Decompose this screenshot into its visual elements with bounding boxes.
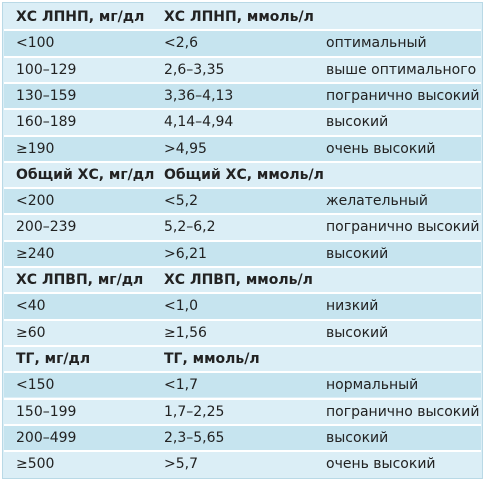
row-separator — [4, 160, 481, 163]
row-separator — [4, 108, 481, 111]
table-row: 100–129 2,6–3,35 выше оптимального — [4, 58, 481, 82]
row-separator — [4, 292, 481, 295]
ldl-header-row: ХС ЛПНП, мг/дл ХС ЛПНП, ммоль/л — [4, 5, 481, 30]
row-separator — [4, 213, 481, 216]
row-separator — [4, 423, 481, 426]
mmol-value: 2,6–3,35 — [164, 61, 225, 78]
row-separator — [4, 344, 481, 347]
row-separator — [4, 81, 481, 84]
category-label: оптимальный — [326, 35, 427, 52]
category-label: выше оптимального — [326, 61, 477, 78]
hdl-mgdl-header: ХС ЛПВП, мг/дл — [16, 272, 144, 288]
category-label: высокий — [326, 324, 389, 341]
mmol-value: >4,95 — [164, 140, 207, 157]
tg-mgdl-header: ТГ, мг/дл — [16, 350, 91, 367]
mmol-value: 3,36–4,13 — [164, 87, 234, 104]
table-row: ≥240 >6,21 высокий — [4, 241, 481, 266]
mmol-value: 5,2–6,2 — [164, 219, 216, 236]
category-label: низкий — [326, 298, 379, 315]
row-separator — [4, 397, 481, 400]
table-row: 200–499 2,3–5,65 высокий — [4, 425, 481, 451]
mgdl-value: 150–199 — [16, 403, 77, 420]
row-separator — [4, 55, 481, 58]
mgdl-value: <100 — [16, 35, 55, 52]
mgdl-value: 200–499 — [16, 429, 77, 446]
mmol-value: 1,7–2,25 — [164, 403, 225, 420]
row-separator — [4, 266, 481, 268]
mmol-value: ≥1,56 — [164, 324, 207, 341]
table-row: <100 <2,6 оптимальный — [4, 31, 481, 56]
category-label: высокий — [326, 429, 389, 446]
table-row: 130–159 3,36–4,13 погранично высокий — [4, 83, 481, 109]
table-row: <150 <1,7 нормальный — [4, 373, 481, 398]
total-mgdl-header: Общий ХС, мг/дл — [16, 166, 155, 183]
ldl-mgdl-header: ХС ЛПНП, мг/дл — [16, 9, 145, 25]
table-row: <200 <5,2 желательный — [4, 189, 481, 214]
hdl-mmol-header: ХС ЛПВП, ммоль/л — [164, 272, 313, 288]
row-separator — [4, 29, 481, 32]
category-label: желательный — [326, 193, 429, 210]
mmol-value: >5,7 — [164, 456, 198, 473]
row-separator — [4, 450, 481, 453]
mgdl-value: 160–189 — [16, 114, 77, 131]
category-label: нормальный — [326, 377, 419, 394]
total-chol-header-row: Общий ХС, мг/дл Общий ХС, ммоль/л — [4, 162, 481, 188]
row-separator — [4, 371, 481, 374]
table-row: ≥60 ≥1,56 высокий — [4, 321, 481, 345]
table-row: 200–239 5,2–6,2 погранично высокий — [4, 215, 481, 239]
category-label: погранично высокий — [326, 87, 480, 104]
mgdl-value: ≥190 — [16, 140, 55, 157]
mgdl-value: 200–239 — [16, 219, 77, 236]
mgdl-value: <40 — [16, 298, 46, 315]
table-row: <40 <1,0 низкий — [4, 294, 481, 319]
mmol-value: <1,7 — [164, 377, 198, 394]
table-row: 160–189 4,14–4,94 высокий — [4, 110, 481, 134]
row-separator — [4, 318, 481, 321]
mgdl-value: 130–159 — [16, 87, 77, 104]
hdl-header-row: ХС ЛПВП, мг/дл ХС ЛПВП, ммоль/л — [4, 268, 481, 293]
row-separator — [4, 187, 481, 190]
category-label: очень высокий — [326, 456, 436, 473]
category-label: высокий — [326, 114, 389, 131]
table-row: ≥500 >5,7 очень высокий — [4, 452, 481, 476]
category-label: погранично высокий — [326, 403, 480, 420]
category-label: очень высокий — [326, 140, 436, 157]
mgdl-value: <200 — [16, 193, 55, 210]
mgdl-value: ≥500 — [16, 456, 55, 473]
mmol-value: <5,2 — [164, 193, 198, 210]
table-row: 150–199 1,7–2,25 погранично высокий — [4, 400, 481, 424]
mmol-value: 2,3–5,65 — [164, 429, 225, 446]
mmol-value: 4,14–4,94 — [164, 114, 234, 131]
mgdl-value: ≥240 — [16, 245, 55, 262]
ldl-mmol-header: ХС ЛПНП, ммоль/л — [164, 9, 314, 25]
category-label: высокий — [326, 245, 389, 262]
category-label: погранично высокий — [326, 219, 480, 236]
mgdl-value: <150 — [16, 377, 55, 394]
row-separator — [4, 134, 481, 137]
mmol-value: <1,0 — [164, 298, 198, 315]
table-row: ≥190 >4,95 очень высокий — [4, 136, 481, 161]
row-separator — [4, 239, 481, 242]
tg-header-row: ТГ, мг/дл ТГ, ммоль/л — [4, 346, 481, 372]
lipid-reference-table: ХС ЛПНП, мг/дл ХС ЛПНП, ммоль/л <100 <2,… — [2, 2, 483, 479]
mgdl-value: ≥60 — [16, 324, 46, 341]
total-mmol-header: Общий ХС, ммоль/л — [164, 166, 324, 183]
mmol-value: <2,6 — [164, 35, 198, 52]
mmol-value: >6,21 — [164, 245, 207, 262]
tg-mmol-header: ТГ, ммоль/л — [164, 350, 260, 367]
mgdl-value: 100–129 — [16, 61, 77, 78]
